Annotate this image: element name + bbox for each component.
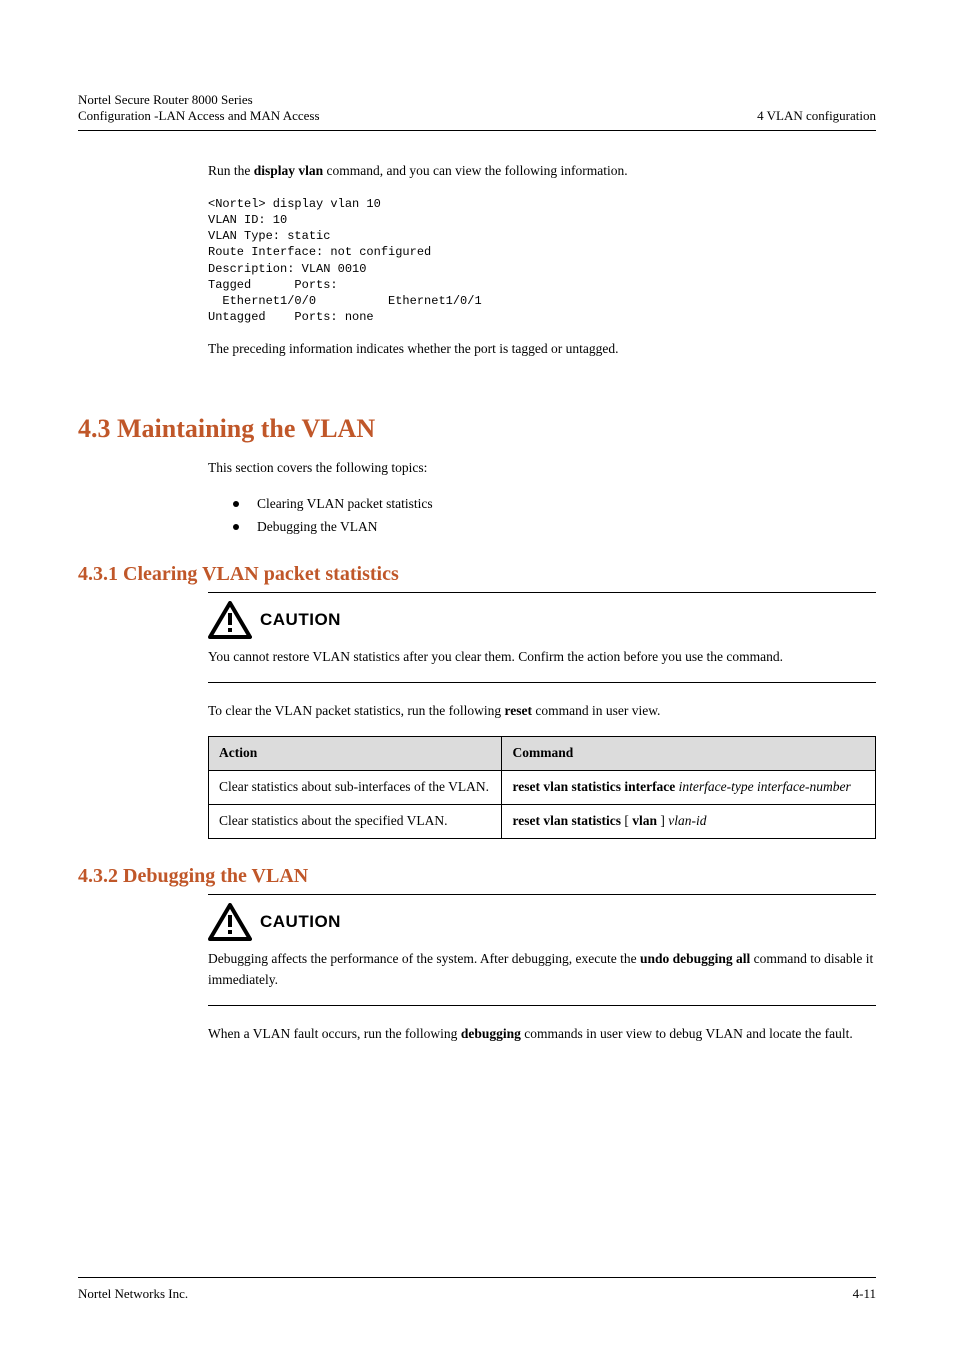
code-block: <Nortel> display vlan 10 VLAN ID: 10 VLA… — [208, 196, 876, 326]
footer-right: 4-11 — [853, 1286, 876, 1302]
code-line: VLAN ID: 10 — [208, 213, 287, 227]
text-bold: reset — [504, 703, 531, 718]
heading-4-3-2: 4.3.2 Debugging the VLAN — [78, 865, 876, 888]
table-cell-command: reset vlan statistics [ vlan ] vlan-id — [502, 804, 876, 838]
section-4-3-2-body: When a VLAN fault occurs, run the follow… — [208, 1024, 876, 1045]
text-run: ] — [657, 813, 668, 828]
command-table: Action Command Clear statistics about su… — [208, 736, 876, 839]
text-run: [ — [621, 813, 632, 828]
caution-label: CAUTION — [260, 610, 341, 630]
text-run: When a VLAN fault occurs, run the follow… — [208, 1026, 461, 1041]
header-right-line1: 4 VLAN configuration — [757, 108, 876, 124]
footer-rule — [78, 1277, 876, 1278]
code-line: Untagged Ports: none — [208, 310, 374, 324]
table-header-row: Action Command — [209, 736, 876, 770]
intro-paragraph-1: Run the display vlan command, and you ca… — [208, 161, 876, 182]
caution-box: CAUTION You cannot restore VLAN statisti… — [208, 592, 876, 683]
text-run: Debugging affects the performance of the… — [208, 951, 640, 966]
code-line: Tagged Ports: — [208, 278, 338, 292]
table-header-action: Action — [209, 736, 502, 770]
table-cell-action: Clear statistics about sub-interfaces of… — [209, 770, 502, 804]
code-line: <Nortel> display vlan 10 — [208, 197, 381, 211]
header-left-line2: Configuration -LAN Access and MAN Access — [78, 108, 320, 124]
cmd-bold: reset vlan statistics — [512, 813, 620, 828]
section-4-3-intro: This section covers the following topics… — [208, 458, 876, 479]
caution-head: CAUTION — [208, 903, 876, 941]
code-line: Description: VLAN 0010 — [208, 262, 366, 276]
caution-text: Debugging affects the performance of the… — [208, 949, 876, 991]
table-cell-action: Clear statistics about the specified VLA… — [209, 804, 502, 838]
heading-4-3-1: 4.3.1 Clearing VLAN packet statistics — [78, 563, 876, 586]
cmd-bold: reset vlan statistics interface — [512, 779, 675, 794]
caution-text: You cannot restore VLAN statistics after… — [208, 647, 876, 668]
code-line: Route Interface: not configured — [208, 245, 431, 259]
page-footer: Nortel Networks Inc. 4-11 — [78, 1286, 876, 1302]
caution-box: CAUTION Debugging affects the performanc… — [208, 894, 876, 1006]
section-4-3-bullets: Clearing VLAN packet statistics Debuggin… — [233, 493, 876, 539]
cmd-italic: vlan-id — [668, 813, 706, 828]
text-run: commands in user view to debug VLAN and … — [521, 1026, 853, 1041]
cmd-bold: vlan — [632, 813, 657, 828]
cmd-italic: interface-type interface-number — [679, 779, 851, 794]
intro-paragraph-2: The preceding information indicates whet… — [208, 339, 876, 360]
table-row: Clear statistics about the specified VLA… — [209, 804, 876, 838]
code-line: VLAN Type: static — [208, 229, 330, 243]
bullet-item: Clearing VLAN packet statistics — [233, 493, 876, 516]
header-left-line1: Nortel Secure Router 8000 Series — [78, 92, 320, 108]
heading-4-3: 4.3 Maintaining the VLAN — [78, 414, 876, 444]
caution-head: CAUTION — [208, 601, 876, 639]
caution-label: CAUTION — [260, 912, 341, 932]
header-right: 4 VLAN configuration — [757, 92, 876, 124]
page-header: Nortel Secure Router 8000 Series Configu… — [78, 92, 876, 124]
table-row: Clear statistics about sub-interfaces of… — [209, 770, 876, 804]
table-header-command: Command — [502, 736, 876, 770]
header-left: Nortel Secure Router 8000 Series Configu… — [78, 92, 320, 124]
text-run: Run the — [208, 163, 254, 178]
text-run: command, and you can view the following … — [323, 163, 627, 178]
text-run: command in user view. — [532, 703, 660, 718]
section-4-3-1-body: To clear the VLAN packet statistics, run… — [208, 701, 876, 722]
text-bold: display vlan — [254, 163, 323, 178]
code-line: Ethernet1/0/0 Ethernet1/0/1 — [208, 294, 482, 308]
footer-left: Nortel Networks Inc. — [78, 1286, 188, 1302]
text-bold: undo debugging all — [640, 951, 750, 966]
table-cell-command: reset vlan statistics interface interfac… — [502, 770, 876, 804]
header-rule — [78, 130, 876, 131]
caution-triangle-icon — [208, 601, 252, 639]
bullet-item: Debugging the VLAN — [233, 516, 876, 539]
text-run: To clear the VLAN packet statistics, run… — [208, 703, 504, 718]
caution-triangle-icon — [208, 903, 252, 941]
text-bold: debugging — [461, 1026, 521, 1041]
